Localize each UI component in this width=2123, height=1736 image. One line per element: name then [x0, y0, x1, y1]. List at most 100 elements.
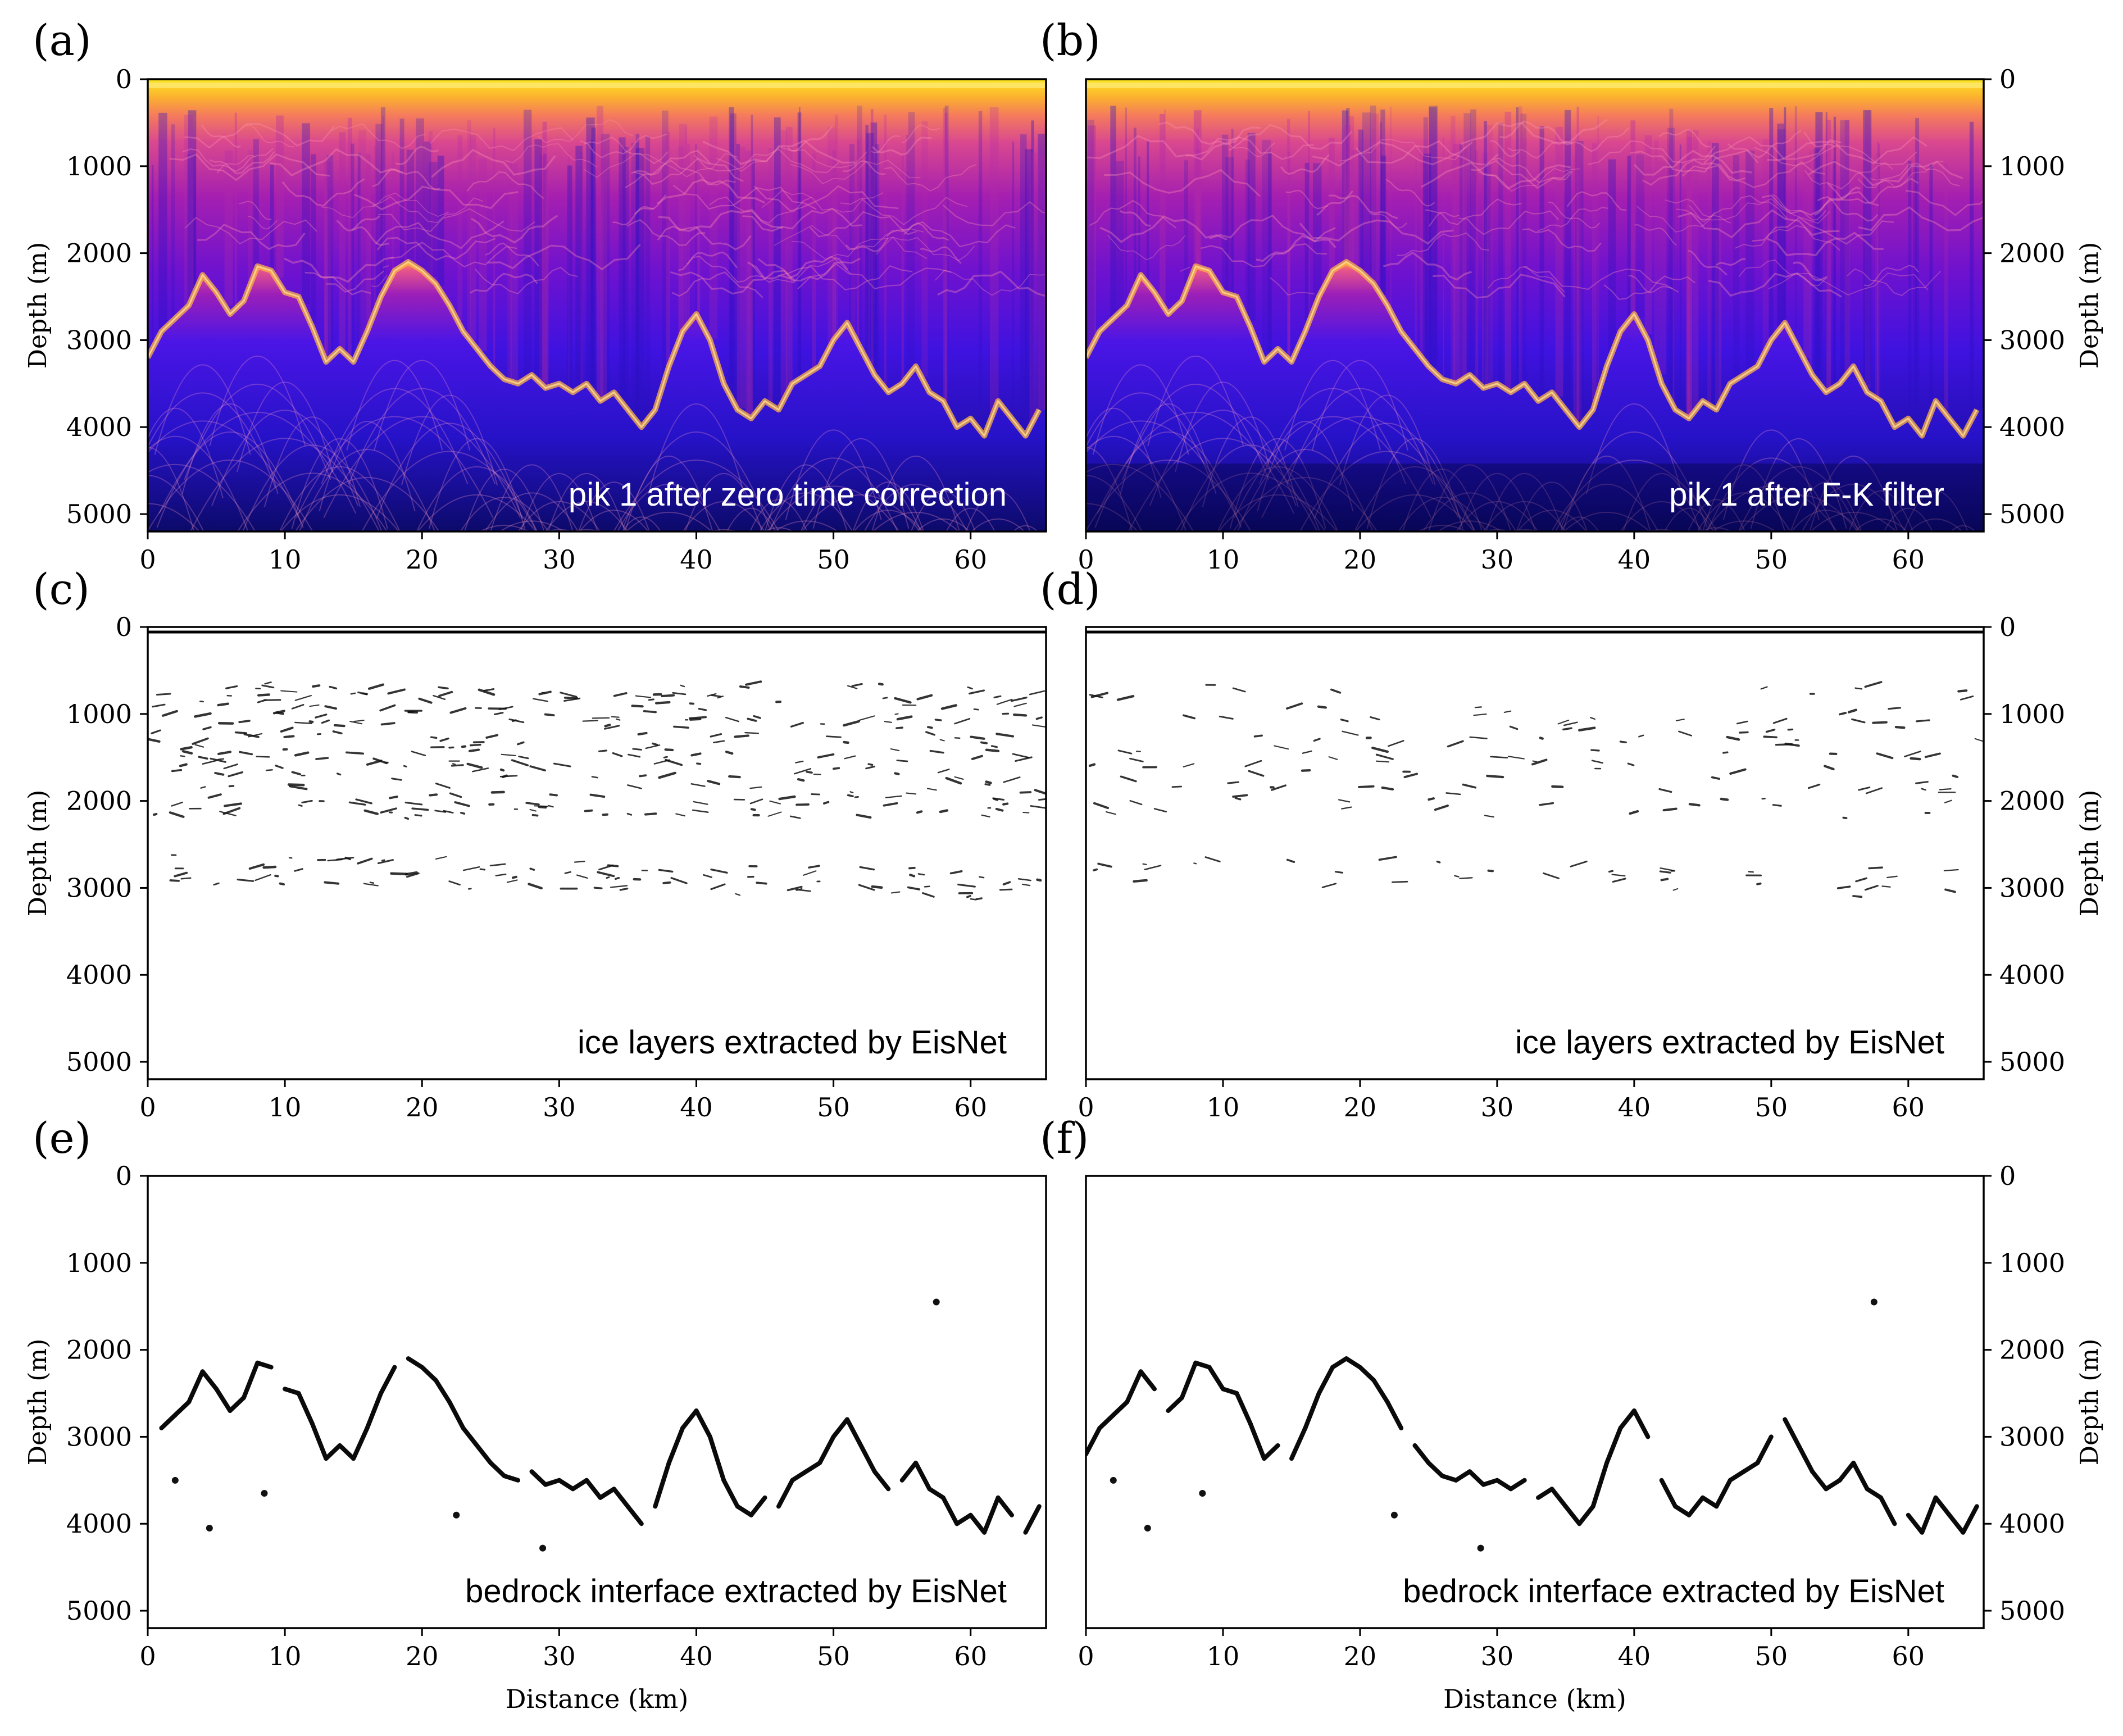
- radar-streak: [1712, 143, 1719, 407]
- ice-layer-reflection: [634, 194, 667, 215]
- y-tick-label: 4000: [66, 960, 132, 990]
- bedrock-segment: [187, 1369, 205, 1405]
- radar-streak: [989, 107, 999, 422]
- radar-streak: [1733, 155, 1740, 382]
- ice-layer-segment: [1012, 753, 1030, 758]
- diffraction-hyperbola: [1458, 473, 1536, 531]
- radar-streak: [1504, 111, 1512, 389]
- bedrock-region: [148, 262, 1046, 531]
- ice-layer-reflection: [845, 238, 889, 252]
- diffraction-hyperbola: [242, 444, 383, 531]
- ice-layer-segment: [1876, 752, 1894, 760]
- ice-layer-segment: [1531, 758, 1548, 766]
- bedrock-segment: [379, 1365, 397, 1396]
- ice-layer-segment: [1428, 797, 1435, 801]
- ice-layer-segment: [1886, 875, 1898, 879]
- bedrock-segment: [1563, 1504, 1582, 1526]
- ice-layer-segment: [261, 684, 275, 689]
- ice-layer-segment: [984, 783, 991, 786]
- ice-layer-segment: [321, 719, 330, 724]
- mask-background: [148, 627, 1046, 1079]
- ice-layer-reflection: [1099, 215, 1228, 243]
- ice-layer-segment: [1765, 729, 1776, 733]
- radar-streak: [1358, 129, 1363, 270]
- ice-layer-reflection: [1329, 194, 1398, 219]
- bedrock-segment: [625, 1504, 644, 1526]
- ice-layer-segment: [171, 801, 183, 807]
- ice-layer-segment: [637, 731, 648, 736]
- bedrock-segment: [365, 1391, 383, 1430]
- ice-layer-reflection: [1488, 266, 1565, 293]
- bedrock-segment: [1536, 1487, 1554, 1500]
- x-tick-label: 20: [1344, 544, 1377, 575]
- radar-streak: [187, 153, 196, 307]
- ice-layer-reflection: [1814, 187, 1861, 216]
- ice-layer-reflection: [371, 275, 388, 288]
- radar-streak: [944, 106, 949, 404]
- y-tick-label: 5000: [66, 1596, 132, 1626]
- diffraction-hyperbola: [769, 457, 898, 531]
- ice-layer-reflection: [612, 206, 654, 226]
- bedrock-segment: [1851, 1460, 1870, 1492]
- diffraction-hyperbola: [1257, 421, 1354, 512]
- bedrock-segment: [1330, 1356, 1349, 1370]
- ice-layer-segment: [294, 751, 310, 757]
- ice-layer-segment: [156, 693, 171, 696]
- radar-streak: [1461, 148, 1467, 380]
- ice-layer-segment: [333, 724, 346, 728]
- ice-layer-segment: [1321, 883, 1337, 888]
- ice-layer-segment: [1403, 772, 1419, 779]
- plot-area: [148, 1176, 1046, 1628]
- ice-layer-segment: [592, 717, 610, 719]
- ice-layer-segment: [466, 762, 483, 769]
- ice-layer-segment: [658, 771, 676, 779]
- ice-layer-segment: [560, 692, 578, 698]
- radar-streak: [866, 134, 870, 360]
- ice-layer-segment: [693, 801, 708, 805]
- ice-layer-segment: [1274, 745, 1289, 750]
- ice-layer-reflection: [1761, 191, 1879, 216]
- diffraction-hyperbola: [209, 356, 306, 447]
- ice-layer-reflection: [761, 189, 884, 213]
- panel-b: (b) 0 10 20 30 40 50 60 0 1000 2000 3000 4000 5000 Dep…: [1040, 15, 2104, 575]
- radar-streak: [1745, 151, 1754, 374]
- radar-streak: [751, 115, 753, 419]
- diffraction-hyperbola: [613, 459, 780, 531]
- ice-layer-segment: [563, 697, 581, 702]
- radar-streak: [1875, 153, 1881, 398]
- ice-layer-reflection: [485, 242, 539, 267]
- ice-layer-segment: [336, 772, 342, 776]
- diffraction-hyperbola: [1175, 381, 1271, 472]
- bedrock-segment: [1879, 1495, 1897, 1526]
- radar-streak: [234, 112, 237, 310]
- radar-streak: [510, 163, 518, 381]
- ice-layer-reflection: [1858, 206, 1984, 231]
- ice-layer-segment: [1858, 787, 1871, 791]
- plot-area: [148, 627, 1046, 1079]
- ice-layer-reflection: [430, 127, 574, 152]
- ice-layer-segment: [739, 685, 750, 689]
- ice-layer-segment: [1029, 690, 1045, 696]
- diffraction-hyperbola: [416, 466, 538, 531]
- ice-layer-segment: [411, 807, 429, 811]
- ice-layer-reflection: [216, 154, 256, 174]
- ice-layer-segment: [529, 867, 535, 871]
- ice-layer-reflection: [372, 168, 440, 190]
- ice-layer-reflection: [1665, 198, 1731, 224]
- diffraction-hyperbola: [965, 490, 1031, 531]
- panel-annotation: ice layers extracted by EisNet: [578, 1024, 1007, 1061]
- bedrock-segment: [1344, 1356, 1362, 1370]
- ice-layer-reflection: [625, 160, 736, 189]
- ice-layer-segment: [411, 751, 426, 757]
- ice-layer-segment: [802, 870, 817, 876]
- radar-streak: [645, 136, 651, 422]
- diffraction-hyperbola: [1622, 473, 1701, 531]
- bedrock-segment: [1508, 1478, 1527, 1492]
- ice-layer-segment: [1847, 708, 1858, 714]
- ice-layer-reflection: [584, 153, 739, 178]
- diffraction-hyperbola: [294, 476, 440, 531]
- ice-layer-segment: [1183, 763, 1195, 767]
- ice-layer-reflection: [872, 137, 932, 156]
- radar-streak: [943, 108, 947, 401]
- radar-streak: [1164, 109, 1166, 308]
